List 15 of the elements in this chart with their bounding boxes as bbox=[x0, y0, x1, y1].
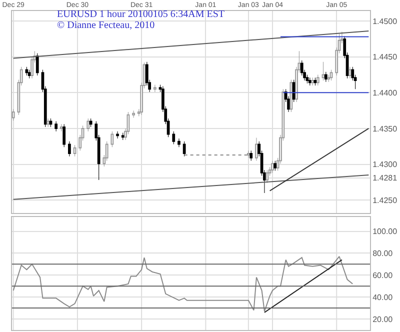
text: © Dianne Fecteau, 2010 bbox=[57, 20, 155, 31]
y-tick-label: 80.00 bbox=[372, 249, 394, 258]
y-tick-label: 1.4250 bbox=[372, 196, 398, 205]
y-tick-label: 1.4500 bbox=[372, 16, 398, 26]
chart-title: EURUSD 1 hour 20100105 6:34AM EST bbox=[57, 9, 225, 20]
line-series bbox=[12, 256, 354, 312]
y-tick-label: 20.00 bbox=[372, 314, 394, 324]
y-tick-label: 1.4350 bbox=[372, 124, 398, 134]
y-tick-label: 1.4281 bbox=[372, 174, 398, 183]
y-tick-label: 1.4450 bbox=[372, 52, 398, 62]
y-tick-label: 40.00 bbox=[372, 292, 394, 302]
y-tick-label: 1.4300 bbox=[372, 160, 398, 170]
y-tick-label: 60.00 bbox=[372, 270, 394, 280]
y-tick-label: 1.4400 bbox=[372, 88, 398, 98]
y-tick-label: 100.00 bbox=[372, 227, 398, 236]
